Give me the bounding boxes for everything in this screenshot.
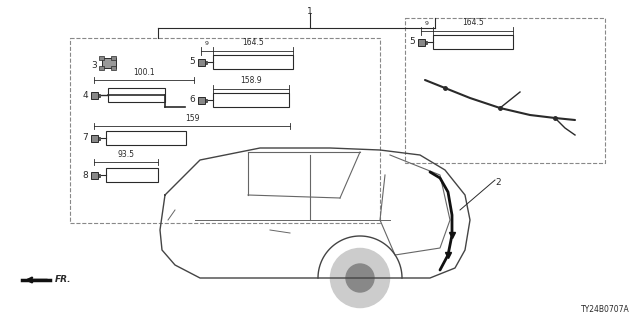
Bar	[424, 41, 426, 44]
Bar	[90, 92, 97, 99]
Text: 9: 9	[425, 21, 429, 26]
Bar	[97, 137, 99, 140]
Bar	[106, 131, 186, 145]
Bar	[205, 60, 207, 63]
Bar	[97, 93, 99, 97]
Bar	[102, 58, 116, 68]
Text: 158.9: 158.9	[240, 76, 262, 85]
Bar	[433, 35, 513, 49]
Bar	[213, 55, 293, 69]
Text: 9: 9	[205, 41, 209, 46]
Bar	[405, 18, 605, 163]
Bar	[108, 88, 165, 102]
Text: 93.5: 93.5	[118, 150, 134, 159]
Text: 159: 159	[185, 114, 199, 123]
Bar	[198, 59, 205, 66]
Text: 7: 7	[83, 133, 88, 142]
Text: TY24B0707A: TY24B0707A	[581, 305, 630, 314]
Bar	[198, 97, 205, 103]
Text: 6: 6	[189, 95, 195, 105]
Text: 164.5: 164.5	[462, 18, 484, 27]
Bar	[205, 99, 207, 101]
Bar	[90, 134, 97, 141]
Bar	[99, 56, 104, 60]
Bar	[70, 38, 380, 223]
Bar	[90, 172, 97, 179]
Text: 5: 5	[189, 58, 195, 67]
Bar	[97, 173, 99, 177]
Bar	[111, 66, 116, 70]
Text: 3: 3	[92, 60, 97, 69]
Text: 100.1: 100.1	[133, 68, 155, 77]
Text: 2: 2	[495, 178, 500, 187]
Text: 4: 4	[83, 91, 88, 100]
Bar	[106, 168, 158, 182]
Text: 164.5: 164.5	[242, 38, 264, 47]
Bar	[213, 93, 289, 107]
Text: 5: 5	[409, 37, 415, 46]
Circle shape	[346, 263, 374, 293]
Text: FR.: FR.	[55, 276, 72, 284]
Bar	[417, 38, 424, 45]
Circle shape	[330, 248, 390, 308]
Text: 1: 1	[307, 7, 313, 16]
Text: 8: 8	[83, 171, 88, 180]
Bar	[99, 66, 104, 70]
Bar	[111, 56, 116, 60]
